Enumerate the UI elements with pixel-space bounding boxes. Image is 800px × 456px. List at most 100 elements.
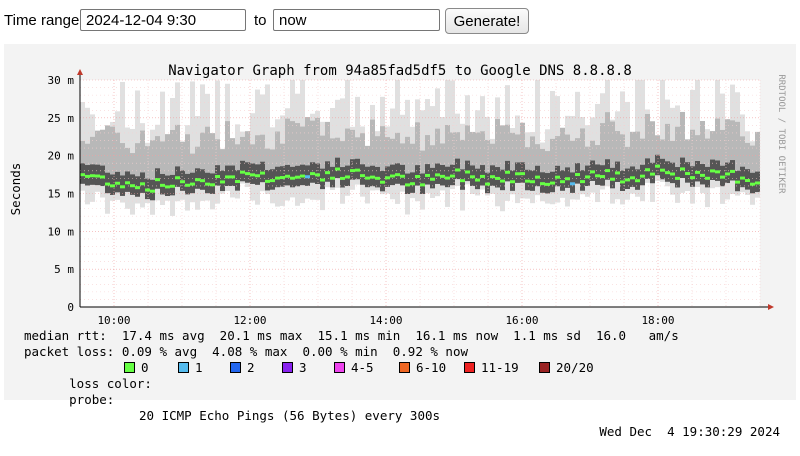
median-line <box>80 164 760 193</box>
median-segment <box>735 180 740 184</box>
smoke-mid <box>645 114 650 179</box>
smoke-mid <box>435 128 440 184</box>
y-axis-arrow <box>77 69 83 75</box>
smoke-mid <box>90 136 95 185</box>
median-segment <box>450 174 455 178</box>
median-segment <box>660 168 665 172</box>
median-segment <box>670 172 675 176</box>
end-time-input[interactable] <box>273 9 440 31</box>
smoke-mid <box>470 131 475 186</box>
smoke-mid <box>240 136 245 182</box>
smoke-mid <box>705 138 710 188</box>
loss-swatch <box>282 362 293 373</box>
median-segment <box>715 170 720 174</box>
median-segment <box>485 182 490 186</box>
median-segment <box>710 169 715 173</box>
median-segment <box>545 182 550 186</box>
smoke-mid <box>290 121 295 188</box>
loss-legend-label: 2 <box>247 360 255 375</box>
smoke-mid <box>535 144 540 187</box>
median-segment <box>205 182 210 186</box>
smoke-mid <box>280 143 285 187</box>
median-segment <box>690 176 695 180</box>
smoke-mid <box>175 124 180 187</box>
smoke-mid <box>205 126 210 194</box>
median-segment <box>285 174 290 178</box>
smoke-mid <box>105 125 110 194</box>
loss-legend-label: 4-5 <box>351 360 374 375</box>
y-tick-labels: 0 5 m 10 m 15 m 20 m 25 m 30 m <box>48 74 75 314</box>
median-segment <box>85 174 90 178</box>
loss-swatch <box>539 362 550 373</box>
smoke-mid <box>385 137 390 187</box>
smoke-mid <box>155 136 160 189</box>
stats-block: median rtt: 17.4 ms avg 20.1 ms max 15.1… <box>24 328 780 439</box>
median-segment <box>465 170 470 174</box>
smoke-mid <box>505 124 510 182</box>
median-segment <box>355 168 360 172</box>
smoke-mid <box>545 151 550 194</box>
median-segment <box>730 169 735 173</box>
smoke-outer <box>535 80 540 196</box>
median-segment <box>80 173 85 177</box>
median-segment <box>600 175 605 179</box>
median-segment <box>275 176 280 180</box>
smoke-mid <box>405 136 410 194</box>
median-segment <box>395 173 400 177</box>
smoke-mid <box>230 138 235 186</box>
median-segment <box>505 170 510 174</box>
loss-legend-item: 20/20 <box>539 360 594 376</box>
median-segment <box>105 182 110 186</box>
loss-color-row: loss color: 0 1 2 3 4-5 6-10 11-19 20/20 <box>24 360 774 391</box>
median-segment <box>315 173 320 177</box>
smoke-mid <box>150 140 155 201</box>
smoke-mid <box>460 139 465 190</box>
x-tick-labels: 10:00 12:00 14:00 16:00 18:00 <box>97 314 674 327</box>
loss-legend-label: 3 <box>299 360 307 375</box>
median-segment <box>565 177 570 181</box>
x-tick-label: 14:00 <box>369 314 402 327</box>
median-segment <box>680 167 685 171</box>
probe-text: 20 ICMP Echo Pings (56 Bytes) every 300s <box>139 408 441 423</box>
median-segment <box>745 179 750 183</box>
median-segment <box>560 180 565 184</box>
loss-legend-item: 11-19 <box>464 360 519 376</box>
grid-lines <box>79 79 761 308</box>
smoke-mid <box>450 132 455 186</box>
median-segment <box>580 180 585 184</box>
median-segment <box>365 176 370 180</box>
median-segment <box>705 176 710 180</box>
median-segment <box>435 173 440 177</box>
loss-swatch <box>230 362 241 373</box>
smoke-mid <box>735 121 740 192</box>
median-segment <box>325 171 330 175</box>
loss-legend-item: 3 <box>282 360 307 376</box>
loss-legend-item: 4-5 <box>334 360 374 376</box>
smoke-mid <box>310 120 315 183</box>
smoke-mid <box>565 134 570 188</box>
smoke-mid <box>160 141 165 195</box>
smoke-mid <box>370 119 375 187</box>
smoke-mid <box>235 144 240 191</box>
probe-row: probe: 20 ICMP Echo Pings (56 Bytes) eve… <box>24 376 780 439</box>
median-segment <box>220 180 225 184</box>
median-segment <box>380 180 385 184</box>
loss-legend-label: 20/20 <box>556 360 594 375</box>
generate-button[interactable]: Generate! <box>445 8 529 34</box>
median-segment <box>445 176 450 180</box>
smoke-mid <box>605 112 610 180</box>
median-segment <box>370 175 375 179</box>
loss-swatch <box>464 362 475 373</box>
smoke-mid <box>745 142 750 190</box>
y-tick-label: 30 m <box>48 74 75 87</box>
median-segment <box>245 172 250 176</box>
smoke-mid <box>200 132 205 190</box>
smoke-mid <box>140 130 145 193</box>
smoke-mid <box>165 134 170 196</box>
loss-swatch <box>178 362 189 373</box>
start-time-input[interactable] <box>80 9 246 31</box>
median-segment <box>215 175 220 179</box>
median-segment <box>100 175 105 179</box>
median-segment <box>280 176 285 180</box>
latency-graph: Navigator Graph from 94a85fad5df5 to Goo… <box>8 63 786 327</box>
